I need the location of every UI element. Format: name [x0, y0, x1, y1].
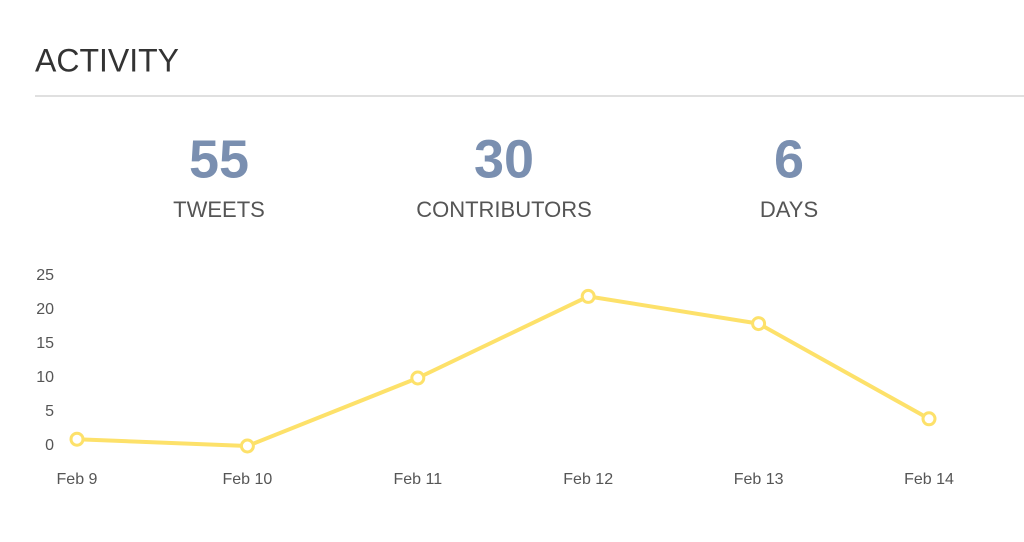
data-point	[69, 431, 85, 447]
x-tick-label: Feb 12	[563, 471, 613, 488]
y-tick-label: 20	[36, 301, 54, 318]
y-tick-label: 5	[45, 403, 54, 420]
data-point	[751, 316, 767, 332]
data-point	[921, 411, 937, 427]
data-line	[76, 294, 930, 448]
stat-value: 30	[474, 129, 534, 189]
stat-label: TWEETS	[173, 197, 265, 222]
y-tick-label: 15	[36, 335, 54, 352]
data-point	[580, 288, 596, 304]
stat-value: 6	[774, 129, 804, 189]
y-tick-label: 25	[36, 267, 54, 284]
x-tick-label: Feb 11	[393, 471, 442, 488]
y-tick-label: 10	[36, 369, 54, 386]
y-tick-label: 0	[45, 437, 54, 454]
x-tick-label: Feb 9	[57, 471, 98, 488]
section-title: ACTIVITY	[35, 42, 179, 78]
stat-label: CONTRIBUTORS	[416, 197, 592, 222]
stat-label: DAYS	[760, 197, 818, 222]
stat-value: 55	[189, 129, 249, 189]
x-tick-label: Feb 10	[222, 471, 272, 488]
x-tick-label: Feb 13	[734, 471, 784, 488]
data-point	[239, 438, 255, 454]
x-tick-label: Feb 14	[904, 471, 954, 488]
data-point	[410, 370, 426, 386]
